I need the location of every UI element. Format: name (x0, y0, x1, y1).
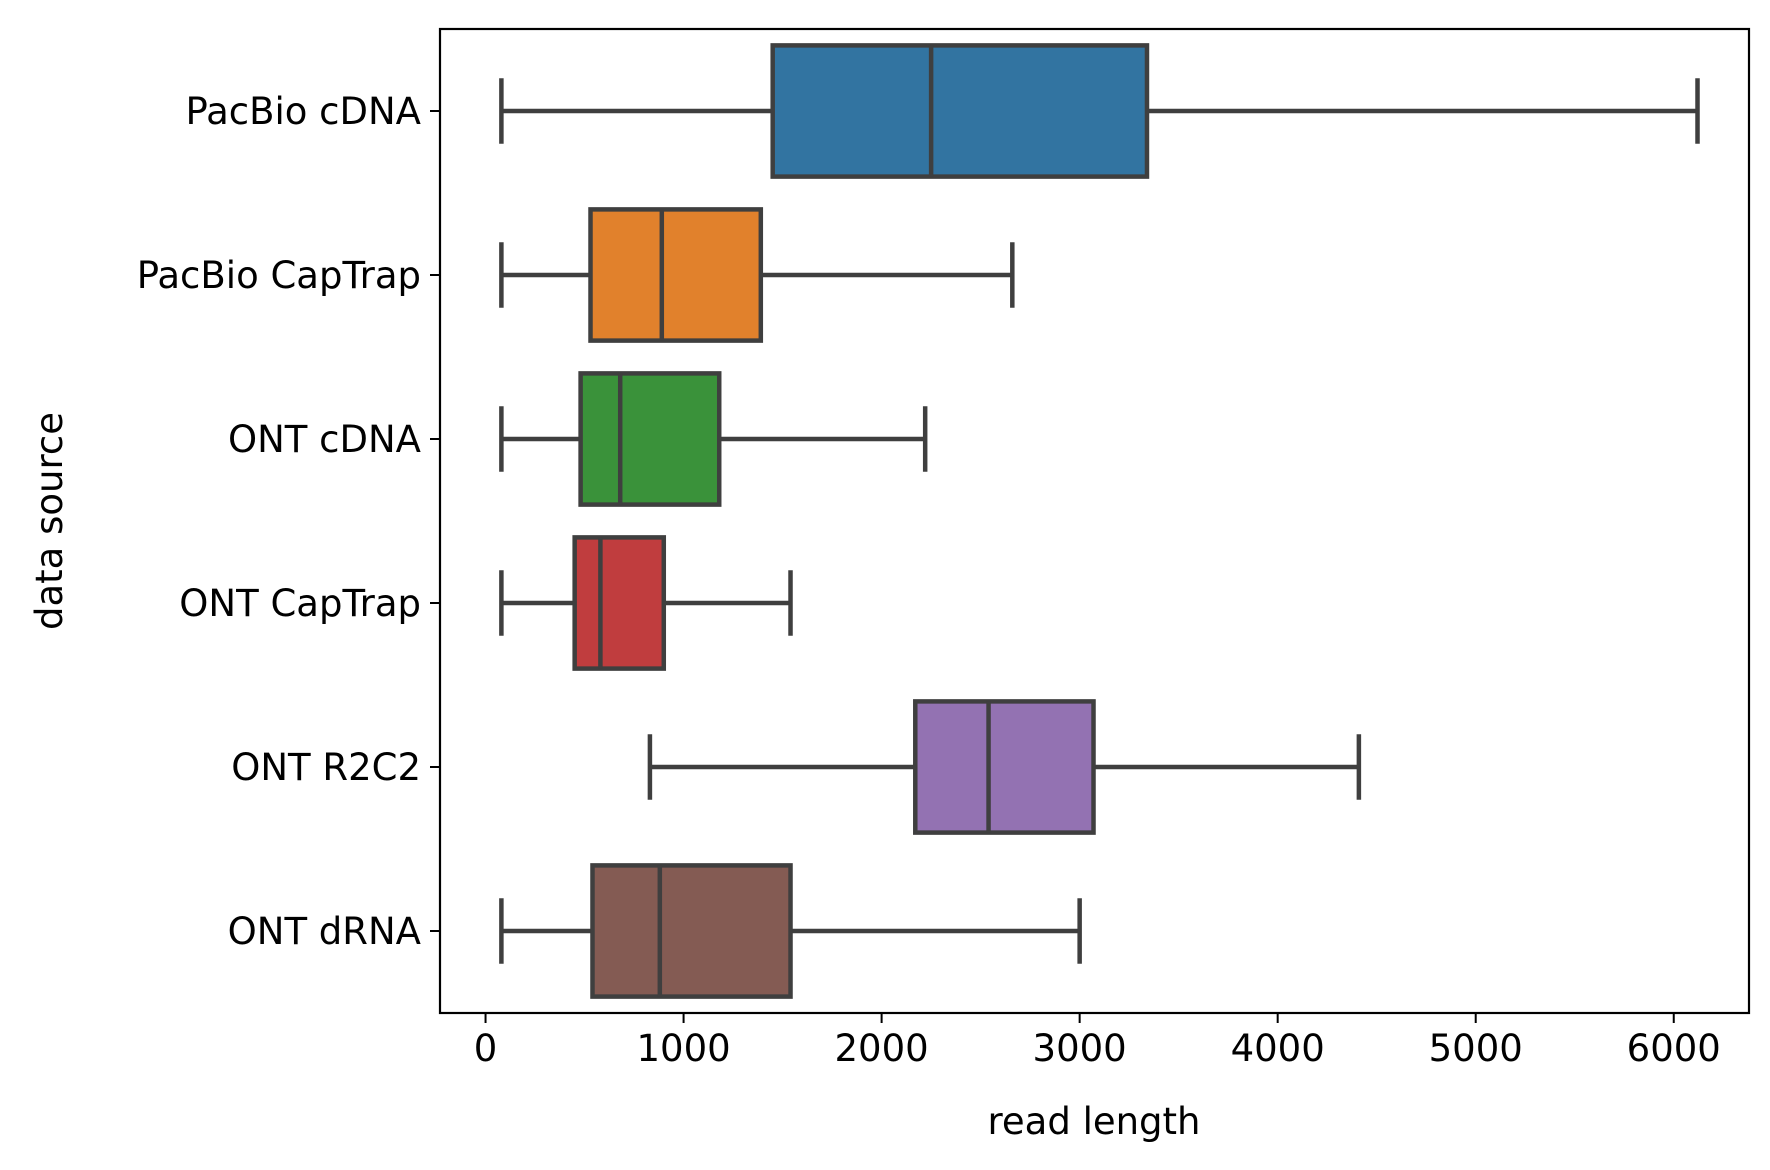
box-pacbio-cdna (770, 43, 1150, 179)
y-tick-label: ONT cDNA (228, 418, 421, 461)
box-ont-captrap (572, 535, 667, 671)
y-axis-label: data source (28, 412, 71, 630)
x-tick-label: 5000 (1429, 1027, 1523, 1070)
box-group-ont-drna (499, 863, 1082, 999)
box-group-ont-r2c2 (647, 699, 1362, 835)
plot-frame (438, 27, 1751, 1015)
box-ont-r2c2 (913, 699, 1096, 835)
y-tick-label: PacBio cDNA (185, 90, 421, 133)
x-tick-label: 6000 (1627, 1027, 1721, 1070)
box-group-pacbio-cdna (499, 43, 1700, 179)
plot-area (499, 43, 1700, 999)
x-axis: 0 1000 2000 3000 4000 5000 6000 (474, 1013, 1721, 1070)
box-group-pacbio-captrap (499, 207, 1015, 343)
x-tick-label: 1000 (636, 1027, 730, 1070)
box-ont-cdna (578, 371, 722, 507)
y-tick-label: ONT R2C2 (231, 746, 421, 789)
y-tick-label: ONT CapTrap (179, 582, 421, 625)
box-pacbio-captrap (588, 207, 764, 343)
x-tick-label: 0 (474, 1027, 498, 1070)
box-group-ont-cdna (499, 371, 928, 507)
y-tick-label: PacBio CapTrap (137, 254, 421, 297)
y-tick-label: ONT dRNA (228, 910, 421, 953)
box-ont-drna (590, 863, 793, 999)
x-axis-label: read length (987, 1100, 1200, 1143)
box-group-ont-captrap (499, 535, 793, 671)
x-tick-label: 3000 (1033, 1027, 1127, 1070)
x-tick-label: 2000 (835, 1027, 929, 1070)
y-axis: PacBio cDNA PacBio CapTrap ONT cDNA ONT Cap… (137, 90, 440, 953)
x-tick-label: 4000 (1231, 1027, 1325, 1070)
